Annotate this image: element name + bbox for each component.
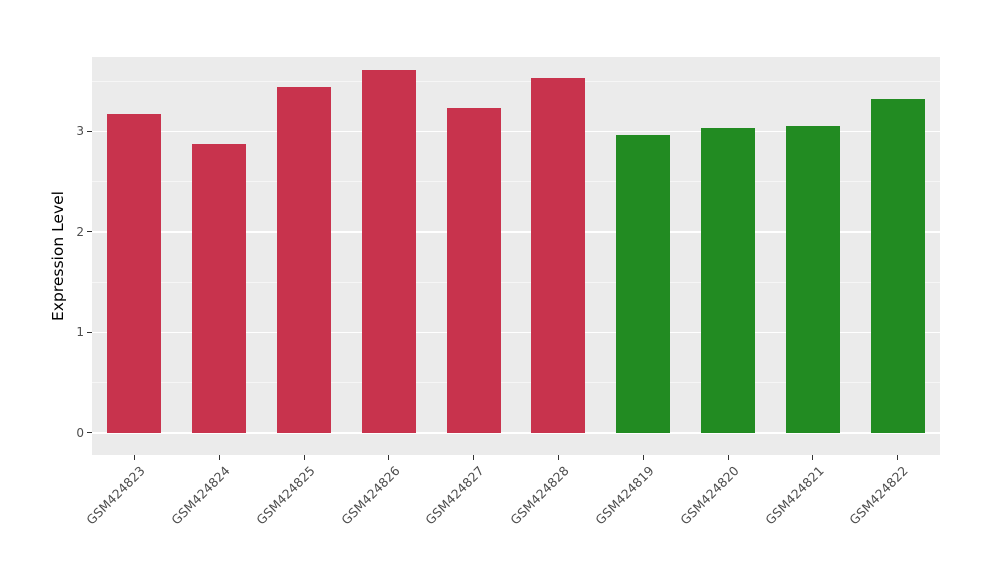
gridline-minor (92, 80, 940, 82)
gridline-minor (92, 382, 940, 384)
x-tick-label: GSM424824 (168, 463, 233, 528)
bar (446, 108, 501, 433)
x-tick-label: GSM424827 (422, 463, 488, 528)
bar (107, 114, 162, 433)
x-tick-label: GSM424820 (677, 463, 742, 528)
gridline-minor (92, 181, 940, 183)
bar (277, 87, 331, 433)
y-axis-tick (87, 130, 92, 132)
gridline-major (92, 331, 940, 334)
x-tick-label: GSM424825 (253, 463, 318, 528)
y-axis-tick (87, 432, 92, 434)
x-axis-tick (557, 455, 559, 460)
x-tick-label: GSM424823 (83, 463, 148, 528)
y-tick-label: 1 (76, 325, 84, 340)
x-tick-label: GSM424826 (337, 463, 403, 528)
bar (192, 144, 247, 433)
y-tick-label: 2 (76, 224, 84, 239)
bar (361, 70, 416, 433)
x-axis-tick (727, 455, 729, 460)
x-axis-tick (218, 455, 220, 460)
x-tick-label: GSM424821 (761, 463, 827, 528)
x-axis-tick (303, 455, 305, 460)
bar (616, 135, 671, 433)
bar (701, 128, 755, 433)
x-axis-tick (473, 455, 475, 460)
bar (531, 78, 586, 433)
x-axis-tick (388, 455, 390, 460)
x-tick-label: GSM424828 (507, 463, 572, 528)
y-tick-label: 3 (76, 124, 84, 139)
bar (870, 99, 925, 433)
gridline-major (92, 231, 940, 233)
plot-panel (92, 57, 940, 455)
y-axis-tick (87, 331, 92, 333)
y-axis-tick (87, 231, 92, 233)
bar (785, 126, 840, 433)
x-axis-tick (133, 455, 135, 460)
gridline-major (92, 130, 940, 133)
gridline-minor (92, 281, 940, 283)
gridline-major (92, 432, 940, 434)
x-tick-label: GSM424819 (592, 463, 657, 528)
x-axis-tick (642, 455, 644, 460)
x-axis-tick (897, 455, 899, 460)
y-tick-label: 0 (76, 425, 84, 440)
y-axis-title: Expression Level (49, 191, 67, 321)
x-tick-label: GSM424822 (846, 463, 912, 528)
x-axis-tick (812, 455, 814, 460)
